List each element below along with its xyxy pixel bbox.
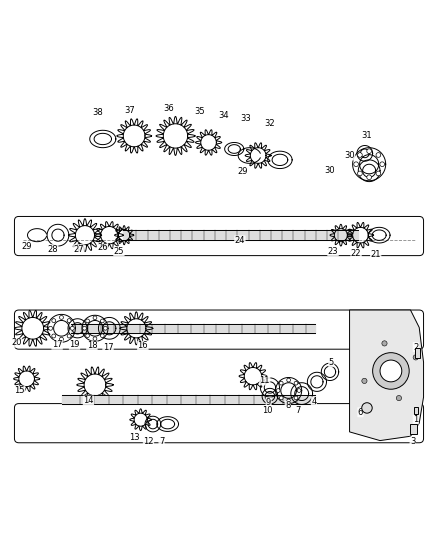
Circle shape [367,149,371,154]
Circle shape [376,152,381,157]
Text: 4: 4 [311,397,317,406]
Circle shape [297,389,301,392]
Text: 10: 10 [261,406,272,415]
Text: 9: 9 [266,398,271,407]
Text: 29: 29 [238,167,248,176]
Text: 17: 17 [52,341,62,349]
Text: 22: 22 [351,249,361,258]
Circle shape [279,396,283,400]
Circle shape [367,175,371,180]
Text: 25: 25 [113,247,124,256]
FancyBboxPatch shape [14,310,424,349]
Circle shape [52,334,56,338]
Circle shape [294,381,298,385]
Circle shape [354,162,358,167]
Text: 7: 7 [159,437,164,446]
Text: 20: 20 [11,338,22,347]
Circle shape [376,171,381,176]
Text: 16: 16 [138,341,148,350]
Text: 27: 27 [74,245,84,254]
Text: 30: 30 [344,151,355,160]
Text: 32: 32 [265,119,275,128]
Text: 34: 34 [218,110,229,119]
Circle shape [52,319,56,322]
Circle shape [294,396,298,400]
Text: 35: 35 [194,108,205,117]
Circle shape [60,337,64,341]
Text: 15: 15 [14,386,25,395]
Circle shape [49,326,53,330]
Text: 29: 29 [21,243,32,252]
Text: 17: 17 [102,343,113,352]
Circle shape [380,360,402,382]
Text: 21: 21 [371,250,381,259]
Text: 28: 28 [47,245,58,254]
Text: 33: 33 [240,114,251,123]
Text: 31: 31 [362,132,372,140]
Text: 2: 2 [413,343,418,352]
Text: 14: 14 [83,396,94,405]
Circle shape [71,326,74,330]
Text: 19: 19 [69,341,80,349]
Text: 1: 1 [413,415,418,424]
Circle shape [86,319,89,323]
Circle shape [357,152,362,157]
Circle shape [93,316,97,320]
Circle shape [287,399,290,403]
Text: 37: 37 [124,106,135,115]
Text: 7: 7 [296,407,301,416]
Circle shape [279,381,283,385]
Circle shape [373,353,409,389]
Circle shape [276,389,280,392]
Circle shape [362,378,367,383]
Circle shape [67,319,71,322]
Text: 36: 36 [163,104,174,114]
FancyBboxPatch shape [14,216,424,256]
Text: 23: 23 [328,247,338,256]
FancyBboxPatch shape [14,403,424,443]
Text: 24: 24 [235,236,245,245]
Circle shape [100,334,104,337]
Text: 6: 6 [358,408,363,417]
Circle shape [67,334,71,338]
Text: 30: 30 [325,166,336,175]
Circle shape [396,395,402,401]
Circle shape [287,378,290,382]
Circle shape [100,319,104,323]
Circle shape [93,337,97,341]
Text: 18: 18 [87,341,97,350]
Circle shape [382,341,387,346]
Circle shape [357,171,362,176]
Circle shape [380,162,385,167]
Polygon shape [350,310,424,441]
Circle shape [60,316,64,319]
Text: 3: 3 [410,437,415,446]
Text: 8: 8 [285,401,290,410]
Bar [410,424,417,434]
Text: 11: 11 [259,376,270,385]
Bar [415,349,420,358]
Text: 13: 13 [129,433,139,442]
Circle shape [103,326,107,330]
Bar [414,407,418,415]
Circle shape [83,326,86,330]
Circle shape [362,403,372,413]
Text: 38: 38 [92,108,103,117]
Text: 5: 5 [328,358,334,367]
Circle shape [86,334,89,337]
Text: 26: 26 [97,243,108,252]
Text: 12: 12 [143,437,154,446]
Circle shape [413,355,418,360]
